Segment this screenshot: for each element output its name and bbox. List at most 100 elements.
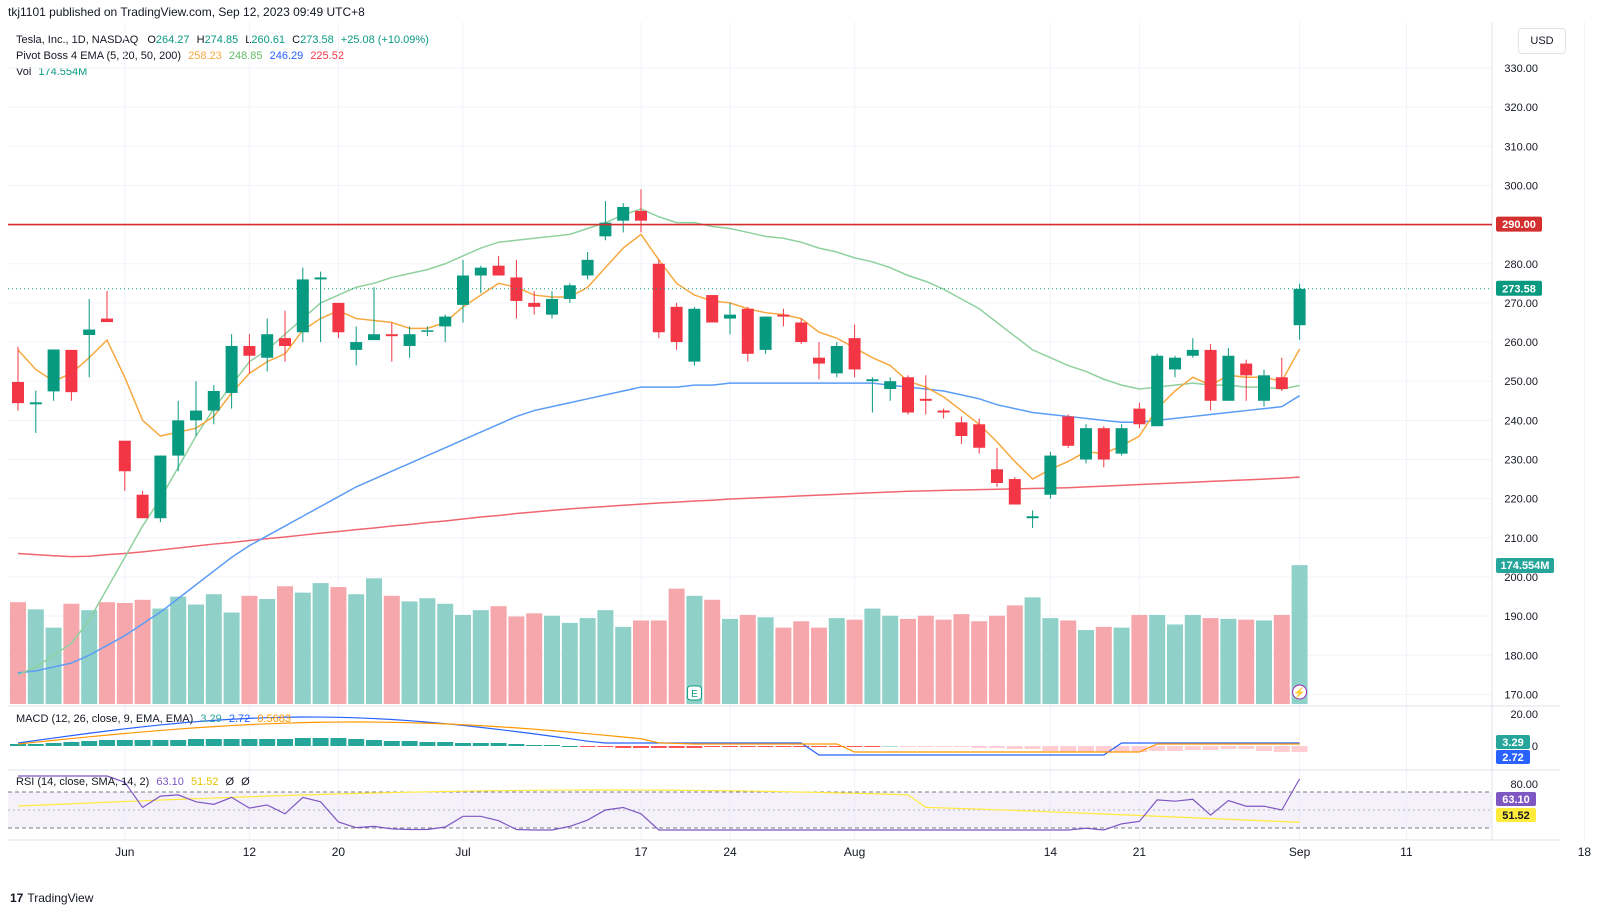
macd-histogram-bar <box>775 746 792 747</box>
ema5-value: 258.23 <box>188 50 222 62</box>
macd-histogram-bar <box>704 746 721 747</box>
candle-body <box>599 222 612 237</box>
rsi-legend: RSI (14, close, SMA, 14, 2) 63.10 51.52 … <box>16 776 250 788</box>
date-tick-label: 12 <box>243 845 257 859</box>
volume-bar <box>223 612 240 704</box>
macd-histogram-bar <box>366 740 382 746</box>
date-axis: Jun 12 20 Jul 17 24 Aug 14 21 Sep 11 18 <box>115 845 1591 859</box>
candle-body <box>848 338 861 370</box>
volume-bar <box>917 615 934 704</box>
rsi-axis-top: 80.00 <box>1510 779 1538 791</box>
macd-histogram-bar <box>508 744 525 746</box>
tradingview-logo[interactable]: 17 TradingView <box>10 891 93 905</box>
volume-bar <box>401 601 418 704</box>
price-tick-label: 240.00 <box>1504 415 1538 427</box>
rsi-value4: Ø <box>241 776 250 788</box>
macd-histogram-bar <box>348 739 365 746</box>
macd-histogram-bar <box>1113 746 1130 752</box>
macd-histogram-bar <box>1131 746 1148 752</box>
volume-bar <box>953 614 970 704</box>
rsi-line <box>18 775 1301 831</box>
macd-histogram-bar <box>383 741 400 746</box>
volume-bar <box>1256 620 1272 704</box>
volume-bar <box>650 620 667 704</box>
macd-histogram-bar <box>419 742 436 746</box>
volume-bar <box>1184 614 1201 704</box>
macd-histogram-bar <box>1238 746 1255 749</box>
volume-bar <box>1095 626 1112 704</box>
volume-bar <box>1113 627 1130 704</box>
macd-histogram-bar <box>633 746 649 748</box>
candle-body <box>439 316 452 327</box>
macd-tag1-bg <box>1496 735 1530 749</box>
macd-value3: 0.5683 <box>257 713 291 725</box>
date-tick-label: Jun <box>115 845 134 859</box>
candle-body <box>136 494 149 519</box>
candle-body <box>421 330 434 332</box>
date-tick-label: 11 <box>1400 845 1413 859</box>
volume-bar <box>81 610 98 704</box>
volume-bar <box>294 592 311 704</box>
macd-histogram-bar <box>330 738 347 746</box>
volume-bar <box>134 599 151 704</box>
macd-histogram-bar <box>63 742 80 746</box>
candle-body <box>1240 363 1253 376</box>
volume-bar <box>152 608 169 704</box>
candle-body <box>65 349 78 393</box>
macd-histogram-bar <box>989 746 1005 748</box>
volume-bar <box>1131 614 1148 704</box>
macd-histogram-bar <box>205 739 222 746</box>
macd-histogram-bar <box>1291 746 1308 752</box>
split-icon <box>1292 684 1308 700</box>
candle-body <box>403 334 416 346</box>
volume-bar <box>1042 618 1059 704</box>
macd-histogram-bar <box>1167 746 1183 751</box>
volume-bar <box>971 621 988 704</box>
macd-histogram-bar <box>1202 746 1219 750</box>
close-value: 273.58 <box>300 34 334 46</box>
volume-bar <box>846 619 863 704</box>
candle-body <box>955 422 968 437</box>
macd-histogram-bar <box>188 739 204 746</box>
volume-bar <box>633 620 649 704</box>
volume-tag: 174.554M <box>1501 560 1550 572</box>
candle-body <box>635 210 647 221</box>
price-tick-label: 190.00 <box>1504 611 1538 623</box>
volume-bar <box>704 599 721 704</box>
volume-tag-bg <box>1496 558 1554 573</box>
symbol-legend: Tesla, Inc., 1D, NASDAQ O264.27 H274.85 … <box>16 32 429 80</box>
macd-histogram-bar <box>1078 746 1094 752</box>
macd-histogram-bar <box>241 739 258 746</box>
macd-label: MACD (12, 26, close, 9, EMA, EMA) <box>16 713 194 725</box>
candle-body <box>296 279 309 333</box>
candle-body <box>350 342 363 350</box>
date-tick-label: Aug <box>844 845 865 859</box>
macd-histogram-bar <box>953 746 970 747</box>
candle-body <box>688 308 701 362</box>
macd-histogram-bar <box>45 743 62 746</box>
rsi-tag2-bg <box>1496 808 1536 822</box>
date-tick-label: 24 <box>723 845 737 859</box>
footer-text: TradingView <box>27 891 94 905</box>
price-tick-label: 250.00 <box>1504 376 1538 388</box>
rsi-tag1: 63.10 <box>1502 794 1530 806</box>
candle-body <box>617 206 630 221</box>
macd-histogram-bar <box>401 741 418 746</box>
volume-bar <box>419 598 436 704</box>
earnings-icon <box>686 685 702 701</box>
volume-bar <box>668 588 685 704</box>
macd-histogram-bar <box>10 744 26 746</box>
candle-body <box>1293 288 1306 326</box>
macd-axis-top: 20.00 <box>1510 709 1538 721</box>
candle-body <box>261 334 274 358</box>
macd-histogram-bar <box>170 740 187 746</box>
macd-histogram-bar <box>793 746 810 747</box>
date-tick-label: 17 <box>634 845 648 859</box>
currency-button[interactable]: USD <box>1518 28 1566 54</box>
macd-histogram-bar <box>561 746 578 747</box>
volume-bar <box>757 617 774 704</box>
date-tick-label: 21 <box>1133 845 1147 859</box>
volume-bar <box>561 622 578 704</box>
volume-bar <box>615 626 632 704</box>
